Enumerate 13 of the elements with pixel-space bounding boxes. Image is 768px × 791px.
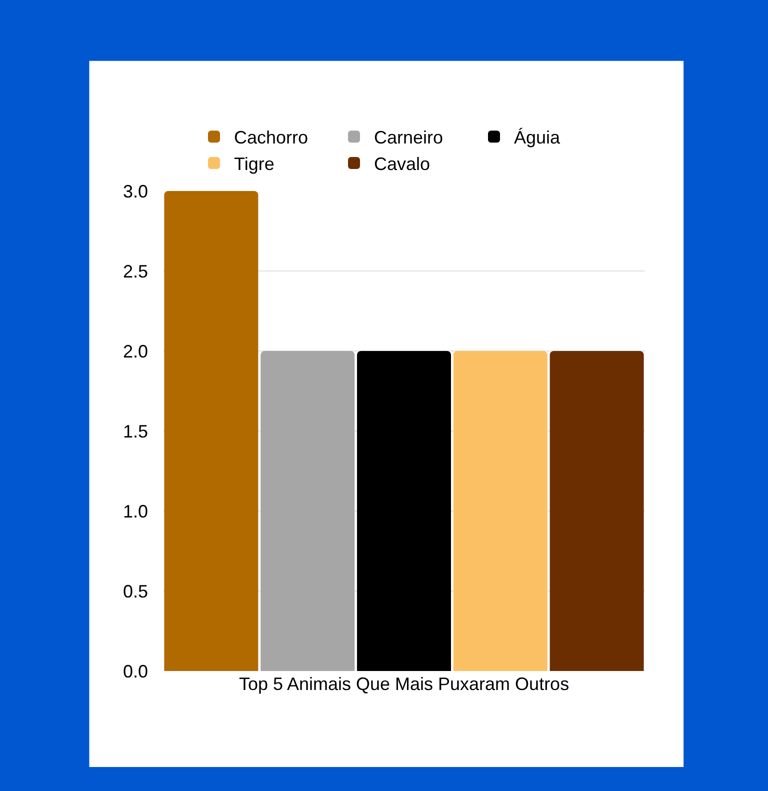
x-tick-label: Top 5 Animais Que Mais Puxaram Outros [238,674,570,694]
legend-label: Cachorro [234,128,308,148]
y-tick-label: 2.0 [122,341,148,362]
y-tick-label: 3.0 [122,181,148,202]
legend-label: Águia [514,128,562,148]
legend-label: Cavalo [374,154,430,174]
y-tick-label: 0.0 [122,661,148,682]
y-tick-label: 1.5 [122,421,148,442]
y-tick-label: 2.5 [122,261,148,282]
legend-label: Tigre [234,154,274,174]
legend-label: Carneiro [374,128,444,148]
y-tick-label: 0.5 [122,581,148,602]
y-tick-label: 1.0 [122,501,148,522]
